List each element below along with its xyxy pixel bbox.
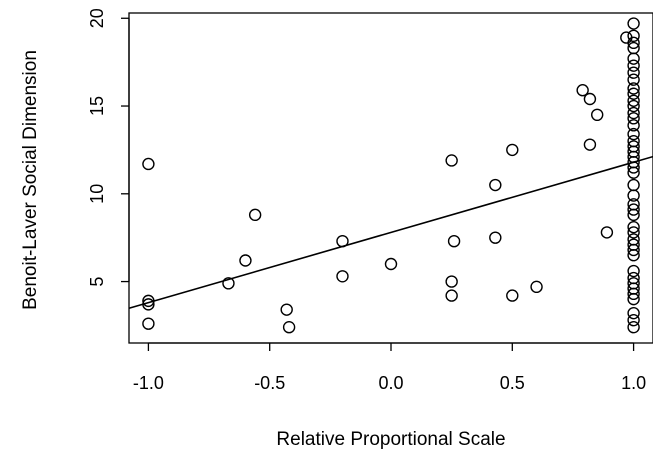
data-points [142,17,640,334]
data-point [576,84,589,97]
data-point [591,108,604,122]
data-point [627,249,640,262]
data-point [627,321,640,334]
x-tick-label: -0.5 [254,373,285,393]
data-point [627,203,640,216]
regression-line [128,155,653,310]
data-point [627,166,640,179]
y-tick-label: 10 [87,184,107,204]
data-point [489,231,502,244]
data-point [280,303,293,316]
x-axis: -1.0 -0.5 0.0 0.5 1.0 [133,342,646,393]
data-point [627,313,640,327]
x-tick-label: 1.0 [621,373,646,393]
data-point [530,280,543,294]
data-point [627,52,640,65]
y-axis: 5 10 15 20 [87,8,130,287]
x-tick-label: 0.0 [378,373,403,393]
data-point [627,208,640,222]
data-point [627,87,640,100]
data-point [627,36,640,50]
data-point [627,59,640,72]
data-point [627,94,640,107]
data-point [506,289,519,302]
y-axis-title: Benoit-Laver Social Dimension [20,50,41,310]
y-tick-label: 5 [87,277,107,287]
data-point [248,208,262,222]
data-point [489,178,502,192]
data-point [627,73,640,86]
data-point [506,143,519,157]
data-point [627,189,640,202]
data-point [627,119,640,132]
data-point [627,29,640,43]
data-point [222,277,235,290]
data-point [627,306,640,320]
data-point [627,106,640,120]
data-point [627,17,640,30]
data-point [142,157,155,171]
data-point [447,234,461,248]
y-tick-label: 20 [87,8,107,28]
plot-frame [128,12,653,344]
data-point [336,270,349,283]
data-point [583,92,597,106]
data-point [627,243,640,257]
x-axis-title: Relative Proportional Scale [276,429,505,450]
data-point [142,317,155,330]
x-tick-label: -1.0 [133,373,164,393]
data-point [627,264,640,278]
data-point [282,321,296,334]
data-point [600,226,614,239]
data-point [627,226,640,239]
data-point [627,287,640,301]
data-point [620,31,633,44]
data-point [627,66,640,79]
data-point [445,275,458,288]
data-point [627,82,640,95]
data-point [627,178,640,192]
data-point [627,99,640,113]
x-tick-label: 0.5 [500,373,525,393]
data-point [384,257,398,271]
data-point [627,112,640,125]
data-point [627,220,640,234]
data-point [445,289,458,302]
data-point [583,138,597,151]
data-point [627,292,640,306]
y-tick-label: 15 [87,96,107,116]
data-point [239,254,252,267]
data-point [627,127,640,141]
data-point [445,154,458,167]
